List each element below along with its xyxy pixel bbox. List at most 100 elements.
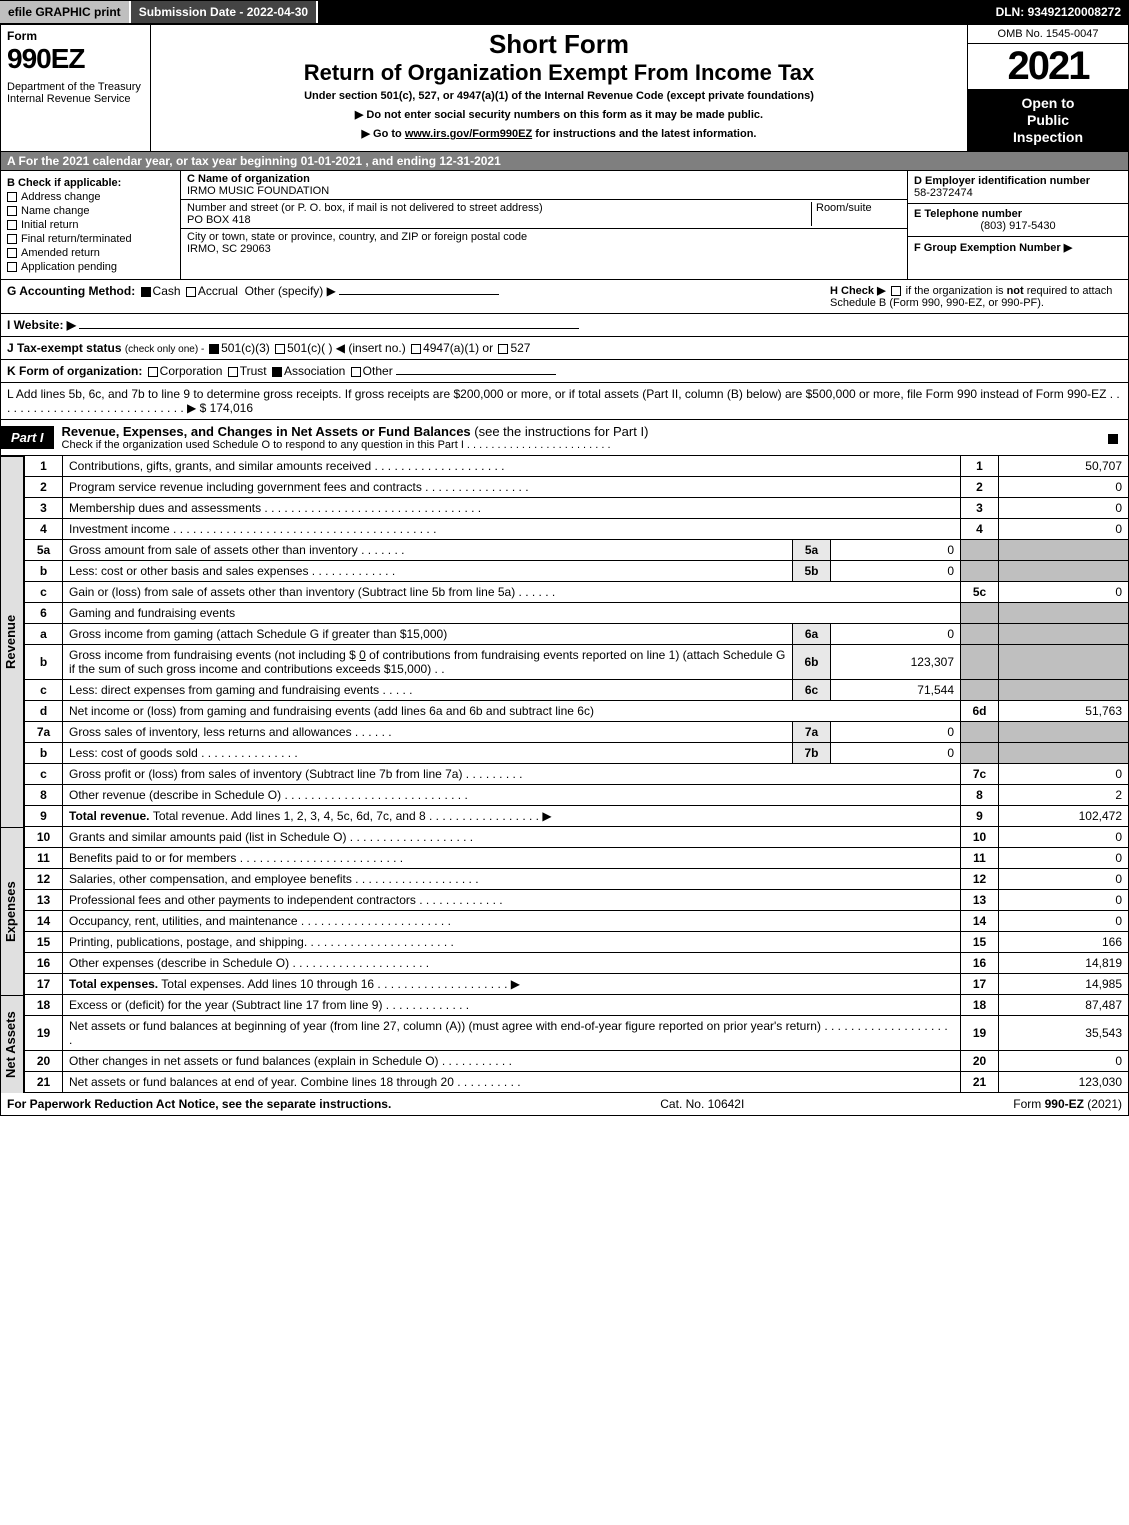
check-label: Name change bbox=[21, 205, 90, 217]
section-i: I Website: ▶ bbox=[0, 314, 1129, 337]
title-short-form: Short Form bbox=[157, 29, 961, 60]
tax-year: 2021 bbox=[968, 44, 1128, 89]
shaded-cell bbox=[961, 680, 999, 701]
chk-cash[interactable] bbox=[141, 287, 151, 297]
org-city-row: City or town, state or province, country… bbox=[181, 229, 907, 257]
section-c: C Name of organization IRMO MUSIC FOUNDA… bbox=[181, 171, 908, 279]
org-name: IRMO MUSIC FOUNDATION bbox=[187, 185, 329, 197]
sub-ref: 7b bbox=[793, 743, 831, 764]
part1-check[interactable] bbox=[1098, 427, 1128, 449]
sub-ref: 6a bbox=[793, 624, 831, 645]
amount: 14,819 bbox=[999, 953, 1129, 974]
chk-527[interactable] bbox=[498, 344, 508, 354]
desc: Benefits paid to or for members . . . . … bbox=[63, 848, 961, 869]
line-ref: 21 bbox=[961, 1072, 999, 1093]
line-ref: 17 bbox=[961, 974, 999, 995]
cash-label: Cash bbox=[153, 284, 181, 298]
num: 17 bbox=[25, 974, 63, 995]
goto-line: ▶ Go to www.irs.gov/Form990EZ for instru… bbox=[157, 127, 961, 140]
goto-suffix: for instructions and the latest informat… bbox=[532, 128, 756, 140]
footer-form-b: 990-EZ bbox=[1045, 1097, 1084, 1111]
under-section: Under section 501(c), 527, or 4947(a)(1)… bbox=[157, 90, 961, 102]
shaded-cell bbox=[999, 743, 1129, 764]
line-7b: bLess: cost of goods sold . . . . . . . … bbox=[25, 743, 1129, 764]
netassets-label: Net Assets bbox=[0, 995, 24, 1093]
chk-name-change[interactable]: Name change bbox=[7, 205, 174, 217]
shaded-cell bbox=[999, 603, 1129, 624]
chk-corp[interactable] bbox=[148, 367, 158, 377]
netassets-section: Net Assets 18Excess or (deficit) for the… bbox=[0, 995, 1129, 1093]
shaded-cell bbox=[999, 680, 1129, 701]
line-19: 19Net assets or fund balances at beginni… bbox=[25, 1016, 1129, 1051]
corp-label: Corporation bbox=[160, 364, 223, 378]
desc: Contributions, gifts, grants, and simila… bbox=[63, 456, 961, 477]
o-527: 527 bbox=[510, 341, 530, 355]
num: 10 bbox=[25, 827, 63, 848]
expenses-label: Expenses bbox=[0, 827, 24, 995]
shaded-cell bbox=[961, 561, 999, 582]
desc: Other revenue (describe in Schedule O) .… bbox=[63, 785, 961, 806]
chk-accrual[interactable] bbox=[186, 287, 196, 297]
chk-application-pending[interactable]: Application pending bbox=[7, 261, 174, 273]
submission-date-value: 2022-04-30 bbox=[247, 5, 308, 19]
shaded-cell bbox=[999, 722, 1129, 743]
chk-initial-return[interactable]: Initial return bbox=[7, 219, 174, 231]
num: 9 bbox=[25, 806, 63, 827]
part1-sub: Check if the organization used Schedule … bbox=[62, 439, 1090, 451]
chk-amended-return[interactable]: Amended return bbox=[7, 247, 174, 259]
top-bar: efile GRAPHIC print Submission Date - 20… bbox=[0, 0, 1129, 24]
section-g: G Accounting Method: Cash Accrual Other … bbox=[7, 284, 822, 309]
goto-prefix: ▶ Go to bbox=[362, 128, 405, 140]
desc: Gaming and fundraising events bbox=[63, 603, 961, 624]
footer-form-a: Form bbox=[1013, 1097, 1044, 1111]
amount: 0 bbox=[999, 498, 1129, 519]
ein-label: D Employer identification number bbox=[914, 175, 1090, 187]
sub-amount: 0 bbox=[831, 722, 961, 743]
num: 16 bbox=[25, 953, 63, 974]
sub-ref: 5b bbox=[793, 561, 831, 582]
header-mid: Short Form Return of Organization Exempt… bbox=[151, 25, 968, 151]
amount: 35,543 bbox=[999, 1016, 1129, 1051]
desc: Less: direct expenses from gaming and fu… bbox=[63, 680, 793, 701]
header-right: OMB No. 1545-0047 2021 Open to Public In… bbox=[968, 25, 1128, 151]
num: 3 bbox=[25, 498, 63, 519]
line-ref: 12 bbox=[961, 869, 999, 890]
line-17: 17Total expenses. Total expenses. Add li… bbox=[25, 974, 1129, 995]
line-6a: aGross income from gaming (attach Schedu… bbox=[25, 624, 1129, 645]
chk-association[interactable] bbox=[272, 367, 282, 377]
chk-501c[interactable] bbox=[275, 344, 285, 354]
goto-link[interactable]: www.irs.gov/Form990EZ bbox=[405, 128, 532, 140]
efile-print[interactable]: efile GRAPHIC print bbox=[0, 1, 131, 23]
footer-left: For Paperwork Reduction Act Notice, see … bbox=[7, 1097, 391, 1111]
num: 8 bbox=[25, 785, 63, 806]
chk-trust[interactable] bbox=[228, 367, 238, 377]
other-specify-blank[interactable] bbox=[339, 294, 499, 295]
section-e: E Telephone number (803) 917-5430 bbox=[908, 204, 1128, 237]
line-ref: 20 bbox=[961, 1051, 999, 1072]
chk-address-change[interactable]: Address change bbox=[7, 191, 174, 203]
chk-4947[interactable] bbox=[411, 344, 421, 354]
line-13: 13Professional fees and other payments t… bbox=[25, 890, 1129, 911]
desc: Gain or (loss) from sale of assets other… bbox=[63, 582, 961, 603]
chk-final-return[interactable]: Final return/terminated bbox=[7, 233, 174, 245]
inspection: Inspection bbox=[970, 129, 1126, 146]
num: 4 bbox=[25, 519, 63, 540]
chk-other[interactable] bbox=[351, 367, 361, 377]
website-blank[interactable] bbox=[79, 328, 579, 329]
sections-def: D Employer identification number 58-2372… bbox=[908, 171, 1128, 279]
desc-a: Gross income from fundraising events (no… bbox=[69, 648, 359, 662]
line-ref: 9 bbox=[961, 806, 999, 827]
other-k-blank[interactable] bbox=[396, 374, 556, 375]
chk-h[interactable] bbox=[891, 286, 901, 296]
header-left: Form 990EZ Department of the Treasury In… bbox=[1, 25, 151, 151]
shaded-cell bbox=[961, 603, 999, 624]
line-12: 12Salaries, other compensation, and empl… bbox=[25, 869, 1129, 890]
h-not: not bbox=[1007, 285, 1024, 297]
desc: Less: cost of goods sold . . . . . . . .… bbox=[63, 743, 793, 764]
chk-501c3[interactable] bbox=[209, 344, 219, 354]
h-text1: if the organization is bbox=[906, 285, 1007, 297]
line-21: 21Net assets or fund balances at end of … bbox=[25, 1072, 1129, 1093]
check-label: Application pending bbox=[21, 261, 117, 273]
line-1: 1Contributions, gifts, grants, and simil… bbox=[25, 456, 1129, 477]
line-4: 4Investment income . . . . . . . . . . .… bbox=[25, 519, 1129, 540]
